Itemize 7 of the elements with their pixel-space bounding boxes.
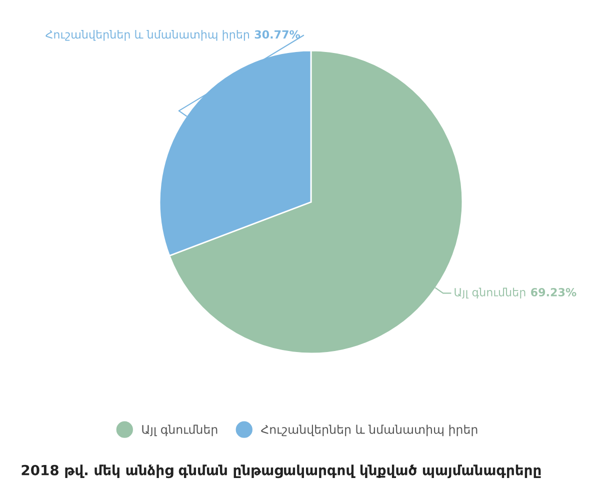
text: 2018 թվ. մեկ անձից գնման ընթացակարգով կնքված պայմանագրերը	[22, 464, 541, 478]
slice-label: Հուշանվերներ և նմանատիպ իրեր	[46, 30, 250, 41]
data-label: 30.77%	[254, 30, 300, 39]
slice-label: Այլ գնումներ	[454, 288, 526, 299]
legend-label: Հուշանվերներ և նմանատիպ իրեր	[261, 424, 478, 436]
legend-label: Այլ գնումներ	[142, 424, 218, 436]
data-label: 69.23%	[531, 288, 576, 296]
